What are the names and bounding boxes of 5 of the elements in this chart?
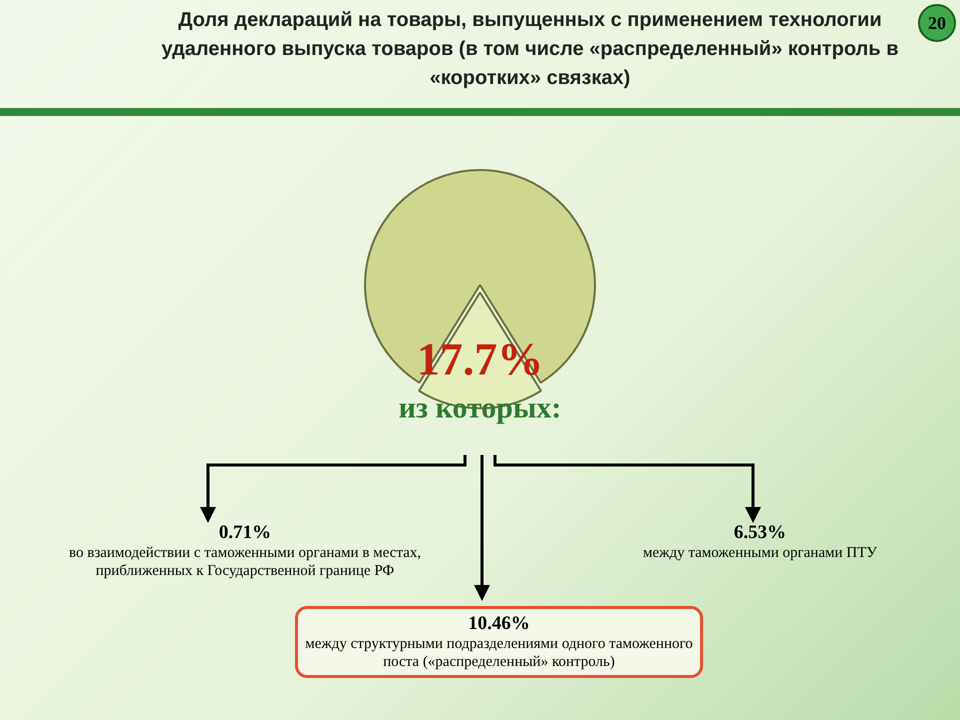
text: 6.53% между таможенными органами ПТУ [642,522,878,562]
chart-title: Доля деклараций на товары, выпущенных с применением технологии удаленного выпуска товаров (в том числе «распределенный» контроль в «коротких» связках) [160,8,900,91]
text: 20 [918,4,956,42]
text: 10.46% между структурными подразделениями одного таможенного поста («распределенный» контроль) [304,613,694,671]
text: 0.71% во взаимодействии с таможенными органами в местах, приближенных к Государственной границе РФ [68,522,422,580]
